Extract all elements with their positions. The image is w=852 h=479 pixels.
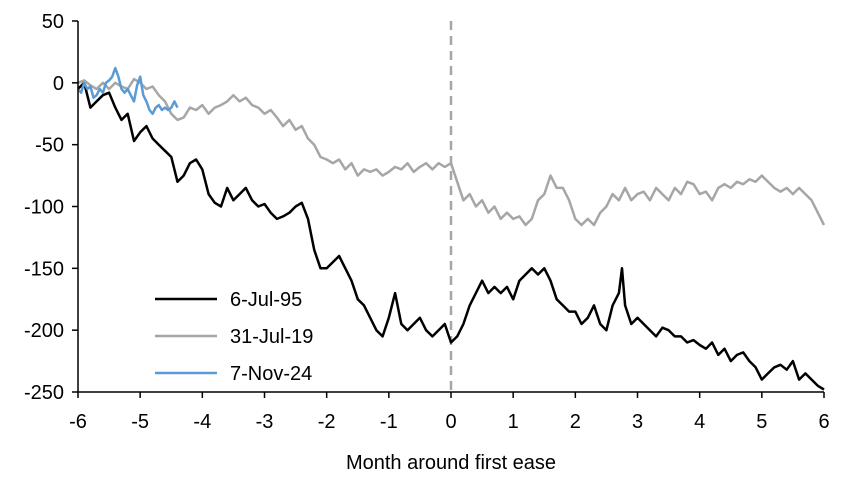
y-tick-label: -150 [24, 258, 64, 280]
series-line-2 [77, 66, 179, 116]
legend-label-2: 7-Nov-24 [230, 363, 312, 385]
x-tick-label: -1 [380, 411, 398, 433]
x-tick-label: 6 [818, 411, 829, 433]
x-tick-label: 2 [570, 411, 581, 433]
x-tick-label: -4 [193, 411, 211, 433]
y-tick-label: 0 [53, 73, 64, 95]
x-tick-label: -3 [256, 411, 274, 433]
y-tick-label: -100 [24, 197, 64, 219]
x-tick-label: 1 [508, 411, 519, 433]
y-tick-label: 50 [42, 11, 64, 33]
axes-layer [72, 20, 825, 398]
legend: 6-Jul-95 31-Jul-19 7-Nov-24 [155, 289, 313, 385]
x-tick-label: -6 [69, 411, 87, 433]
x-tick-label: 5 [756, 411, 767, 433]
x-tick-label: -5 [131, 411, 149, 433]
y-tick-label: -50 [35, 135, 64, 157]
legend-label-0: 6-Jul-95 [230, 289, 302, 311]
series-layer [77, 66, 826, 391]
x-axis-title: Month around first ease [346, 452, 556, 474]
x-tick-label: 3 [632, 411, 643, 433]
legend-label-1: 31-Jul-19 [230, 326, 313, 348]
y-tick-label: -200 [24, 320, 64, 342]
y-tick-label: -250 [24, 382, 64, 404]
series-line-0 [77, 81, 825, 391]
series-line-1 [77, 77, 826, 227]
x-tick-label: 0 [445, 411, 456, 433]
tick-labels-layer: 50 0 -50 -100 -150 -200 -250-6 -5 -4 -3 -2 -1 0 1 2 3 4 5… [24, 11, 830, 433]
x-tick-label: -2 [318, 411, 336, 433]
x-tick-label: 4 [694, 411, 705, 433]
